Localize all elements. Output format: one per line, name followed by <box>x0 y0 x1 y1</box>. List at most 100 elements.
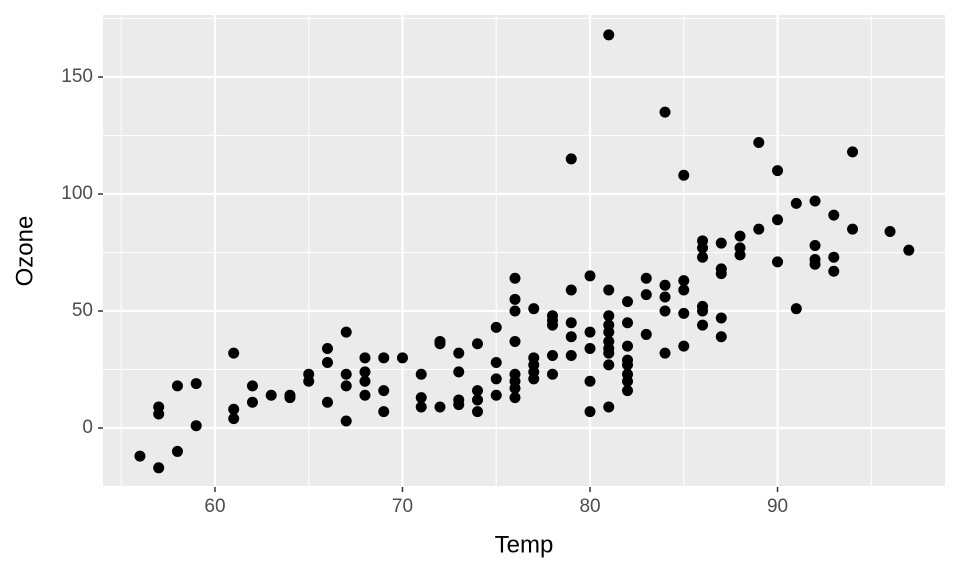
point <box>584 270 596 282</box>
point <box>228 403 240 415</box>
point <box>734 249 746 261</box>
point <box>715 237 727 249</box>
point <box>603 326 615 338</box>
point <box>603 347 615 359</box>
point <box>565 331 577 343</box>
point <box>884 225 896 237</box>
point <box>903 244 915 256</box>
point <box>415 368 427 380</box>
point <box>715 312 727 324</box>
point <box>622 317 634 329</box>
point <box>828 209 840 221</box>
point <box>509 272 521 284</box>
point <box>415 392 427 404</box>
point <box>284 392 296 404</box>
point <box>828 251 840 263</box>
point <box>528 303 540 315</box>
point <box>303 375 315 387</box>
point <box>790 197 802 209</box>
point <box>715 268 727 280</box>
point <box>622 375 634 387</box>
point <box>359 352 371 364</box>
point <box>603 401 615 413</box>
point <box>547 319 559 331</box>
point <box>678 275 690 287</box>
point <box>640 328 652 340</box>
point <box>321 342 333 354</box>
point <box>809 240 821 252</box>
point <box>190 378 202 390</box>
point <box>565 284 577 296</box>
point <box>453 366 465 378</box>
point <box>715 331 727 343</box>
point <box>509 305 521 317</box>
point <box>471 406 483 418</box>
point <box>246 396 258 408</box>
point <box>171 445 183 457</box>
point <box>153 462 165 474</box>
x-tick-label: 90 <box>767 496 788 517</box>
point <box>490 321 502 333</box>
point <box>622 359 634 371</box>
y-tick-label: 100 <box>61 183 93 204</box>
point <box>265 389 277 401</box>
point <box>453 399 465 411</box>
point <box>622 340 634 352</box>
point <box>509 382 521 394</box>
point <box>565 153 577 165</box>
point <box>378 352 390 364</box>
x-tick-label: 70 <box>392 496 413 517</box>
panel <box>103 15 945 487</box>
point <box>678 169 690 181</box>
point <box>809 258 821 270</box>
point <box>753 223 765 235</box>
point <box>378 406 390 418</box>
point <box>622 296 634 308</box>
point <box>509 392 521 404</box>
point <box>359 366 371 378</box>
point <box>772 214 784 226</box>
point <box>171 380 183 392</box>
point <box>659 106 671 118</box>
point <box>153 401 165 413</box>
point <box>603 359 615 371</box>
point <box>321 396 333 408</box>
point <box>565 349 577 361</box>
point <box>753 137 765 149</box>
point <box>340 368 352 380</box>
x-tick-label: 80 <box>579 496 600 517</box>
point <box>678 340 690 352</box>
point <box>584 326 596 338</box>
point <box>603 284 615 296</box>
point <box>471 394 483 406</box>
point <box>603 29 615 41</box>
point <box>490 389 502 401</box>
point <box>547 349 559 361</box>
x-axis-title: Temp <box>495 531 554 558</box>
grid <box>103 15 945 488</box>
point <box>659 279 671 291</box>
point <box>434 401 446 413</box>
points <box>134 29 915 474</box>
point <box>584 406 596 418</box>
point <box>772 165 784 177</box>
point <box>490 373 502 385</box>
y-axis-title: Ozone <box>11 216 38 287</box>
point <box>246 380 258 392</box>
y-tick-label: 0 <box>82 417 93 438</box>
point <box>659 305 671 317</box>
point <box>134 450 146 462</box>
point <box>340 380 352 392</box>
point <box>340 415 352 427</box>
point <box>734 230 746 242</box>
point <box>359 375 371 387</box>
y-tick-label: 150 <box>61 66 93 87</box>
point <box>509 293 521 305</box>
point <box>659 291 671 303</box>
point <box>622 385 634 397</box>
point <box>547 368 559 380</box>
point <box>490 357 502 369</box>
point <box>565 317 577 329</box>
y-tick-label: 50 <box>72 300 93 321</box>
